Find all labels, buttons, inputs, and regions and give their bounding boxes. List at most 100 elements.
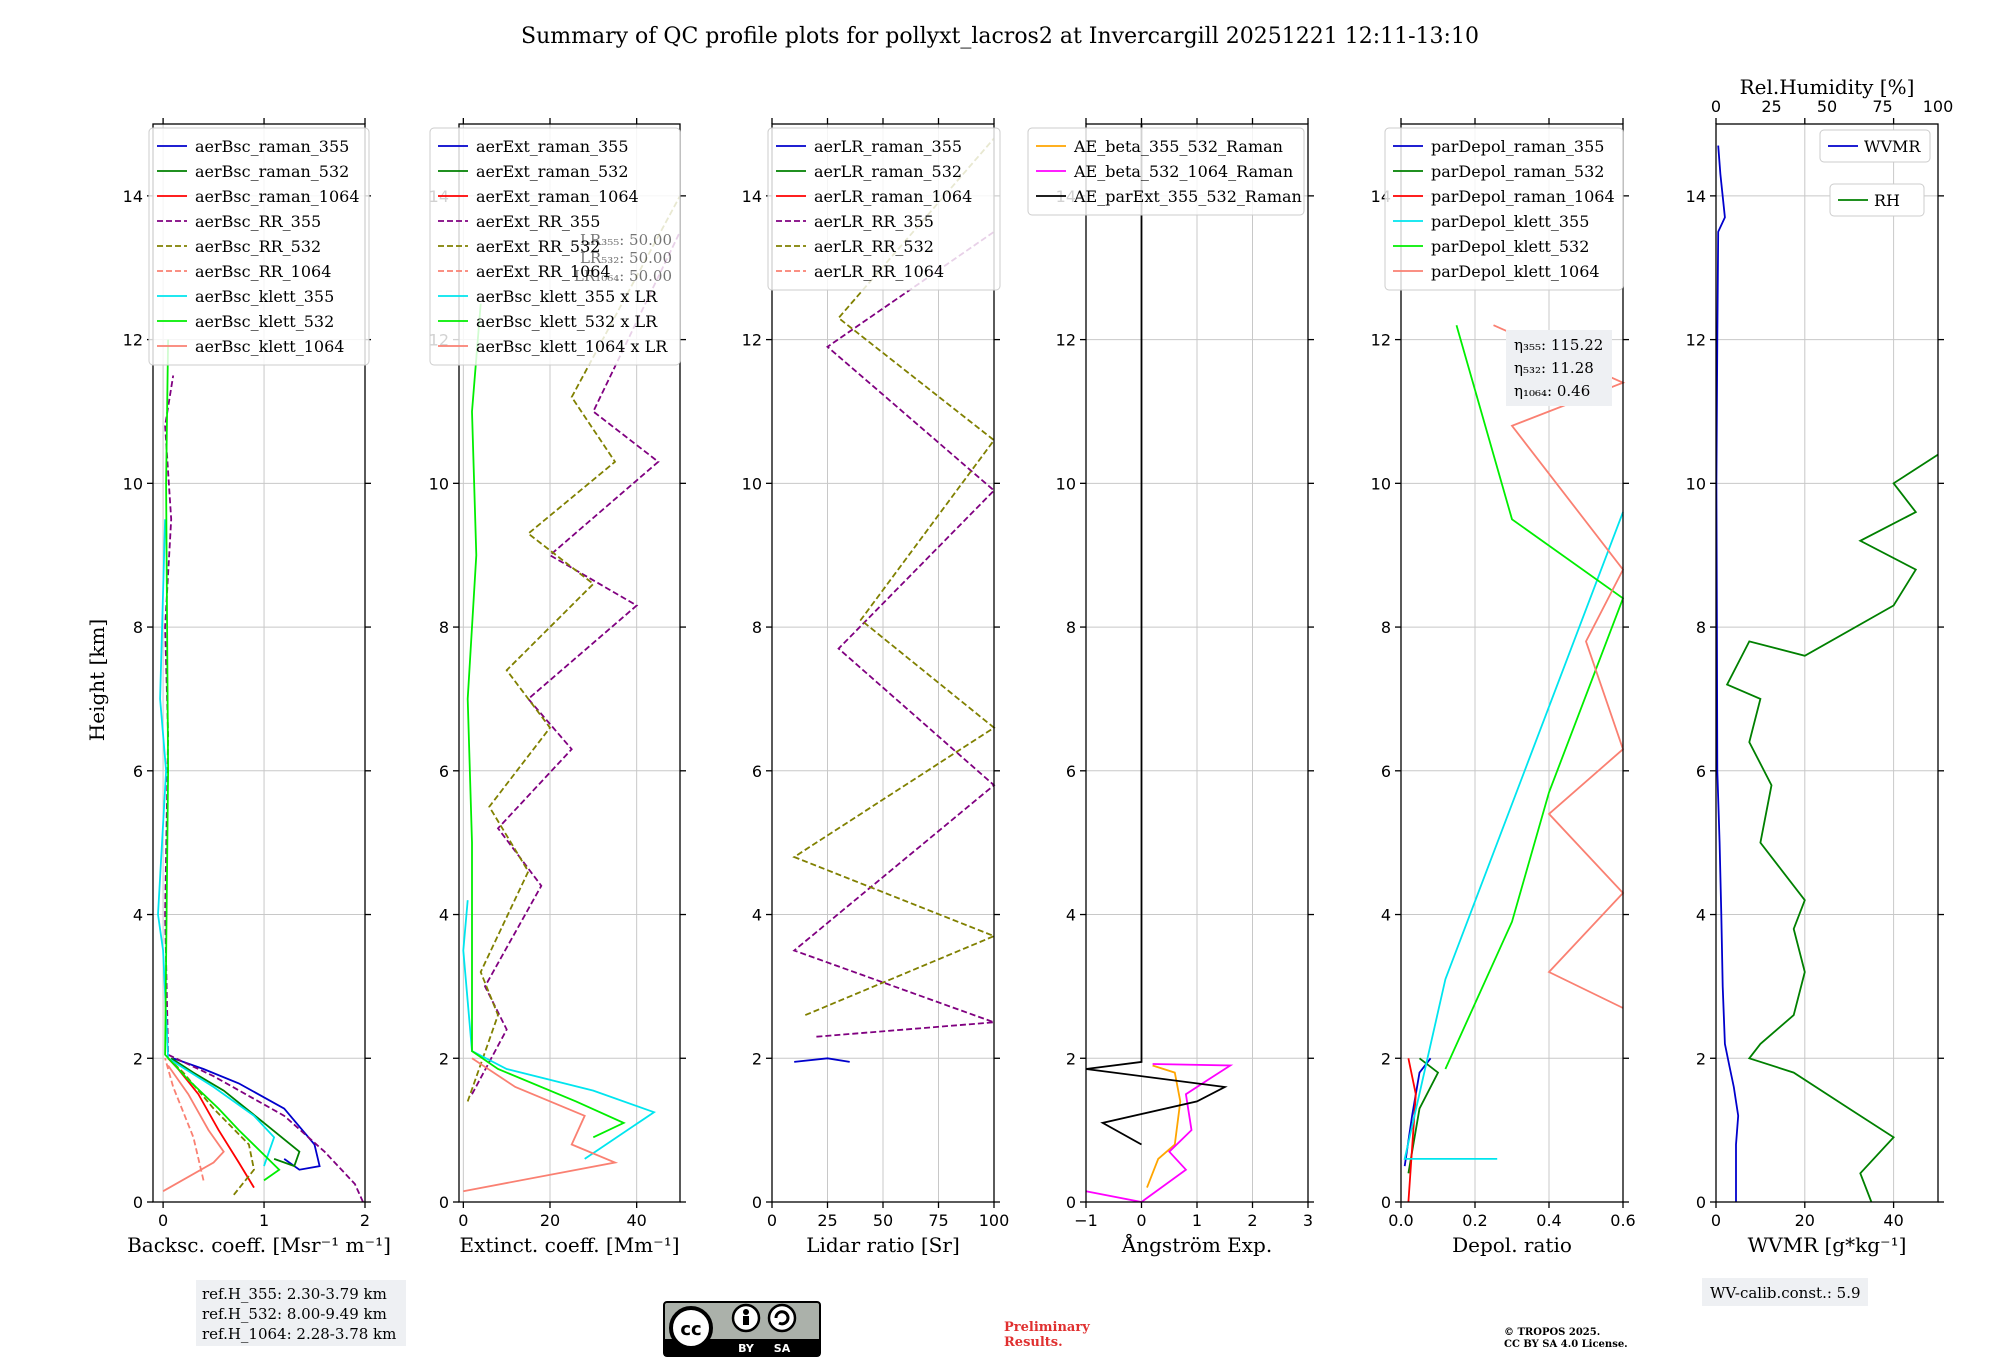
wv-x-axis-label: WVMR [g*kg⁻¹]: [1748, 1233, 1907, 1257]
wv-y-tick-label: 2: [1696, 1049, 1706, 1068]
wv-y-tick-label: 0: [1696, 1193, 1706, 1212]
lr-x-tick-label: 50: [873, 1211, 893, 1230]
ae-x-tick-label: 2: [1247, 1211, 1257, 1230]
lidar-ratio-annotation: LR₅₃₂: 50.00: [580, 249, 672, 267]
bsc-frame: [152, 123, 366, 1203]
ae-legend-label: AE_beta_355_532_Raman: [1073, 137, 1283, 156]
lr-legend-box: [767, 127, 1001, 291]
share-alike-icon: [767, 1303, 797, 1333]
rh-legend-label: RH: [1874, 191, 1900, 210]
ext-legend-label: aerExt_RR_355: [476, 212, 600, 231]
lr-y-tick-label: 0: [752, 1193, 762, 1212]
depol-y-tick-label: 0: [1381, 1193, 1391, 1212]
depol-legend-label: parDepol_klett_355: [1431, 212, 1589, 231]
lidar-ratio-annotation: LR₃₅₅: 50.00: [580, 231, 672, 249]
lr-x-tick-label: 25: [817, 1211, 837, 1230]
lr-y-tick-label: 12: [742, 331, 762, 350]
wv-legend-box: [1819, 129, 1931, 163]
reference-height-box: ref.H_355: 2.30-3.79 km ref.H_532: 8.00-…: [196, 1280, 406, 1346]
ext-legend-label: aerExt_raman_355: [476, 137, 629, 156]
wv-x2-axis-label: Rel.Humidity [%]: [1740, 75, 1915, 99]
bsc-x-tick-label: 2: [360, 1211, 370, 1230]
lr-y-tick-label: 6: [752, 762, 762, 781]
depol-x-tick-label: 0.6: [1610, 1211, 1635, 1230]
depol-series-line: [1403, 511, 1624, 1160]
bsc-x-tick-label: 0: [158, 1211, 168, 1230]
ae-x-axis-label: Ångström Exp.: [1121, 1232, 1272, 1257]
ext-panel: 0204002468101214Extinct. coeff. [Mm⁻¹]ae…: [429, 118, 686, 1257]
ae-series-line: [1085, 1063, 1234, 1203]
ext-series-line: [462, 900, 656, 1160]
wv-series-line: [1725, 453, 1939, 1203]
depol-x-tick-label: 0.2: [1462, 1211, 1487, 1230]
bsc-y-tick-label: 2: [133, 1049, 143, 1068]
wv-x2-tick-label: 25: [1761, 97, 1781, 116]
copyright-line: © TROPOS 2025.: [1504, 1327, 1600, 1338]
eta-annotation: η₁₀₆₄: 0.46: [1514, 382, 1590, 400]
bsc-series-line: [164, 1058, 205, 1181]
ext-y-tick-label: 10: [429, 474, 449, 493]
bsc-legend-box: [148, 127, 370, 366]
lr-y-tick-label: 4: [752, 906, 762, 925]
ae-legend-box: [1027, 127, 1305, 216]
depol-y-tick-label: 12: [1371, 331, 1391, 350]
ext-legend-label: aerExt_RR_532: [476, 237, 600, 256]
wv-legend-label: WVMR: [1864, 137, 1921, 156]
bsc-legend-label: aerBsc_raman_355: [195, 137, 349, 156]
bsc-legend-label: aerBsc_klett_1064: [195, 337, 344, 356]
bsc-y-tick-label: 6: [133, 762, 143, 781]
bsc-legend-label: aerBsc_klett_355: [195, 287, 334, 306]
wv-y-tick-label: 12: [1686, 331, 1706, 350]
depol-legend-box: [1384, 127, 1624, 291]
lr-series-line: [792, 231, 996, 1038]
ext-frame: [458, 123, 681, 1203]
bsc-y-tick-label: 12: [123, 331, 143, 350]
wv-calibration-constant: WV-calib.const.: 5.9: [1710, 1284, 1861, 1302]
ae-legend-label: AE_parExt_355_532_Raman: [1073, 187, 1302, 206]
depol-series-line: [1407, 1057, 1440, 1174]
depol-x-tick-label: 0.4: [1536, 1211, 1561, 1230]
bsc-series-line: [172, 1057, 321, 1171]
bsc-series-line: [170, 1057, 301, 1168]
wv-series-line: [1715, 145, 1740, 1202]
ext-series-line: [466, 303, 626, 1139]
svg-text:cc: cc: [680, 1319, 701, 1340]
bsc-y-tick-label: 0: [133, 1193, 143, 1212]
bsc-legend-label: aerBsc_raman_532: [195, 162, 349, 181]
ref-height-355: ref.H_355: 2.30-3.79 km: [202, 1285, 387, 1303]
lr-x-tick-label: 100: [979, 1211, 1010, 1230]
ae-y-tick-label: 8: [1066, 618, 1076, 637]
ext-y-tick-label: 0: [439, 1193, 449, 1212]
depol-frame: [1400, 123, 1624, 1203]
ae-series-line: [1085, 124, 1228, 1146]
bsc-series-line: [164, 339, 281, 1182]
bsc-y-tick-label: 10: [123, 474, 143, 493]
bsc-legend-label: aerBsc_raman_1064: [195, 187, 360, 206]
lr-series-line: [792, 137, 997, 1016]
bsc-y-tick-label: 14: [123, 187, 143, 206]
depol-legend-label: parDepol_raman_1064: [1431, 187, 1615, 206]
wv-x2-tick-label: 50: [1817, 97, 1837, 116]
figure-title: Summary of QC profile plots for pollyxt_…: [521, 24, 1479, 49]
ae-y-tick-label: 10: [1056, 474, 1076, 493]
ext-legend-label: aerBsc_klett_532 x LR: [476, 312, 658, 331]
depol-y-tick-label: 2: [1381, 1049, 1391, 1068]
ref-height-1064: ref.H_1064: 2.28-3.78 km: [202, 1325, 396, 1343]
bsc-series-line: [167, 1057, 255, 1196]
ref-height-532: ref.H_532: 8.00-9.49 km: [202, 1305, 387, 1323]
bsc-series-line: [162, 1064, 225, 1192]
y-axis-label: Height [km]: [85, 619, 109, 741]
lr-legend-label: aerLR_raman_532: [814, 162, 962, 181]
ext-legend-label: aerBsc_klett_1064 x LR: [476, 337, 668, 356]
lr-legend-label: aerLR_RR_532: [814, 237, 934, 256]
wv-y-tick-label: 6: [1696, 762, 1706, 781]
lr-series-line: [794, 1057, 850, 1063]
wv-x2-tick-label: 75: [1872, 97, 1892, 116]
lr-legend-label: aerLR_RR_355: [814, 212, 934, 231]
results-label: Results.: [1004, 1335, 1063, 1350]
wv-y-tick-label: 8: [1696, 618, 1706, 637]
ext-y-tick-label: 6: [439, 762, 449, 781]
depol-legend-label: parDepol_raman_355: [1431, 137, 1604, 156]
wv-x-tick-label: 40: [1883, 1211, 1903, 1230]
